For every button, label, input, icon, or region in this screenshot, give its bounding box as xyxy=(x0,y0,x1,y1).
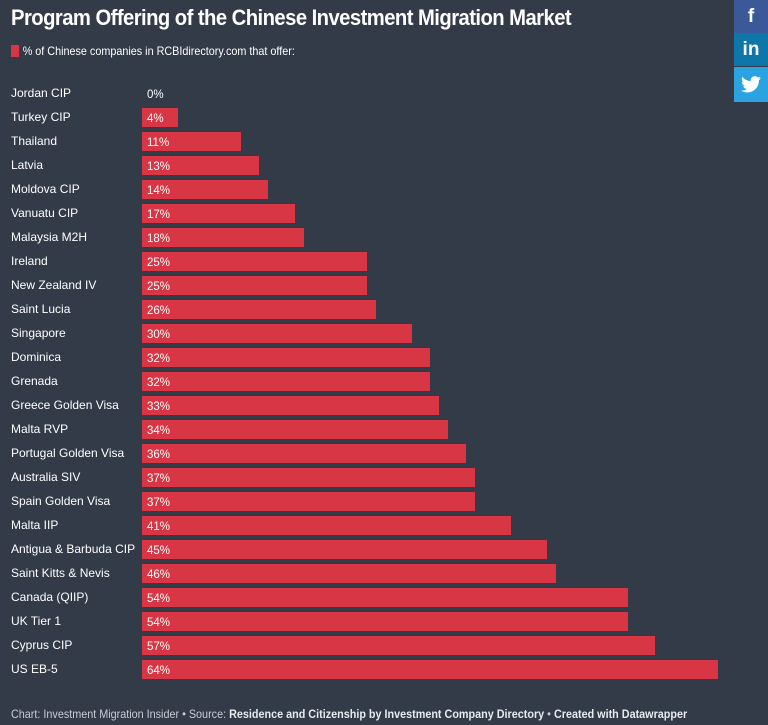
data-label: 64% xyxy=(147,665,170,677)
category-label: Antigua & Barbuda CIP xyxy=(11,542,135,556)
data-label: 54% xyxy=(147,593,170,605)
bar-chart: Jordan CIP 0% Turkey CIP 4% Thailand 11% Latvi… xyxy=(11,86,718,679)
data-label: 32% xyxy=(147,353,170,365)
data-label: 41% xyxy=(147,521,170,533)
data-label: 57% xyxy=(147,641,170,653)
bar xyxy=(142,444,466,463)
data-label: 46% xyxy=(147,569,170,581)
data-label: 30% xyxy=(147,329,170,341)
data-label: 32% xyxy=(147,377,170,389)
legend-label: % of Chinese companies in RCBIdirectory.… xyxy=(22,44,295,58)
category-label: New Zealand IV xyxy=(11,278,96,292)
bar xyxy=(142,276,367,295)
twitter-share-button[interactable] xyxy=(734,67,768,102)
category-label: Turkey CIP xyxy=(11,110,71,124)
category-label: US EB-5 xyxy=(11,662,58,676)
data-label: 11% xyxy=(147,137,169,149)
category-label: Canada (QIIP) xyxy=(11,590,88,604)
data-label: 36% xyxy=(147,449,170,461)
data-label: 17% xyxy=(147,209,170,221)
category-label: Cyprus CIP xyxy=(11,638,72,652)
category-label: Saint Kitts & Nevis xyxy=(11,566,110,580)
legend-swatch xyxy=(11,45,20,57)
data-label: 37% xyxy=(147,473,170,485)
bar xyxy=(142,372,430,391)
data-label: 54% xyxy=(147,617,170,629)
datawrapper-link[interactable]: Created with Datawrapper xyxy=(553,707,688,721)
bar xyxy=(142,132,241,151)
bar xyxy=(142,348,430,367)
category-label: Ireland xyxy=(11,254,48,268)
bar xyxy=(142,420,448,439)
bar xyxy=(142,660,718,679)
bar xyxy=(142,492,475,511)
category-label: Spain Golden Visa xyxy=(11,494,111,508)
data-label: 34% xyxy=(147,425,170,437)
bar xyxy=(142,636,655,655)
category-label: Moldova CIP xyxy=(11,182,80,196)
category-label: Thailand xyxy=(11,134,57,148)
category-label: Grenada xyxy=(11,374,58,388)
bar xyxy=(142,540,547,559)
category-label: Saint Lucia xyxy=(11,302,71,316)
footer-sep: • xyxy=(544,707,554,721)
category-label: Malta IIP xyxy=(11,518,58,532)
linkedin-share-button[interactable]: in xyxy=(734,33,768,66)
linkedin-icon: in xyxy=(742,38,760,60)
facebook-icon: f xyxy=(747,5,755,27)
bar xyxy=(142,204,295,223)
category-label: Malta RVP xyxy=(11,422,68,436)
category-label: UK Tier 1 xyxy=(11,614,61,628)
bar xyxy=(142,612,628,631)
bar xyxy=(142,324,412,343)
bar xyxy=(142,108,178,127)
legend: % of Chinese companies in RCBIdirectory.… xyxy=(11,44,295,58)
data-label: 33% xyxy=(147,401,170,413)
footer: Chart: Investment Migration Insider • So… xyxy=(11,707,687,721)
category-label: Malaysia M2H xyxy=(11,230,87,244)
category-label: Latvia xyxy=(11,158,43,172)
bar xyxy=(142,228,304,247)
bar xyxy=(142,396,439,415)
category-label: Australia SIV xyxy=(11,470,80,484)
bar xyxy=(142,564,556,583)
bar xyxy=(142,588,628,607)
data-label: 18% xyxy=(147,233,170,245)
twitter-icon xyxy=(741,76,761,93)
data-label: 13% xyxy=(147,161,170,173)
category-label: Portugal Golden Visa xyxy=(11,446,125,460)
data-label: 45% xyxy=(147,545,170,557)
data-label: 37% xyxy=(147,497,170,509)
data-label: 25% xyxy=(147,257,170,269)
category-label: Greece Golden Visa xyxy=(11,398,119,412)
bar xyxy=(142,156,259,175)
data-label: 26% xyxy=(147,305,170,317)
bar xyxy=(142,516,511,535)
facebook-share-button[interactable]: f xyxy=(734,0,768,33)
bar xyxy=(142,252,367,271)
bar xyxy=(142,468,475,487)
data-label: 4% xyxy=(147,113,164,125)
category-label: Jordan CIP xyxy=(11,86,71,100)
footer-credit: Chart: Investment Migration Insider • So… xyxy=(11,707,230,721)
data-label: 14% xyxy=(147,185,170,197)
data-label: 25% xyxy=(147,281,170,293)
bar xyxy=(142,180,268,199)
category-label: Dominica xyxy=(11,350,61,364)
chart-title: Program Offering of the Chinese Investme… xyxy=(11,5,572,30)
data-label: 0% xyxy=(147,89,164,101)
category-label: Singapore xyxy=(11,326,66,340)
category-label: Vanuatu CIP xyxy=(11,206,78,220)
source-link[interactable]: Residence and Citizenship by Investment … xyxy=(229,707,545,721)
bar xyxy=(142,300,376,319)
